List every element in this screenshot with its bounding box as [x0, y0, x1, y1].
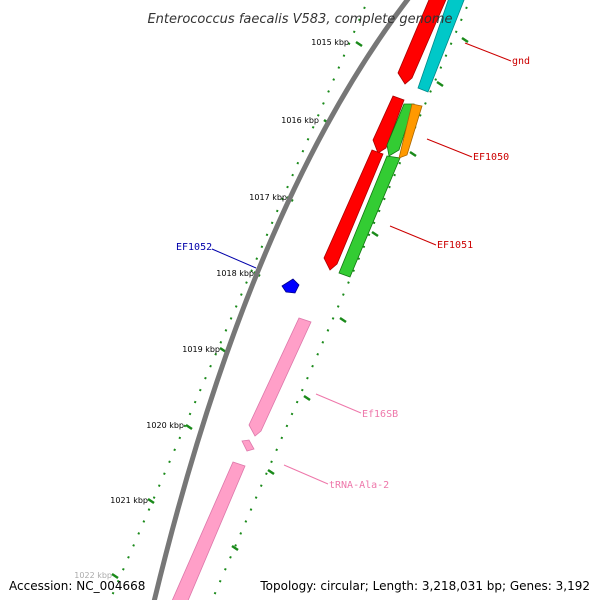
- genome-backbone: [151, 0, 411, 600]
- gene-label-ef16sb[interactable]: Ef16SB: [362, 409, 398, 420]
- gene-label-gnd[interactable]: gnd: [512, 56, 530, 67]
- kbp-label: 1017 kbp: [249, 193, 287, 202]
- kbp-label: 1016 kbp: [281, 116, 319, 125]
- kbp-label: 1015 kbp: [311, 38, 349, 47]
- accession-text: Accession: NC_004668: [9, 579, 146, 593]
- gene-ef1050-arrow[interactable]: [372, 95, 405, 154]
- inner-tick-ring: [109, 0, 369, 600]
- kbp-label: 1019 kbp: [182, 345, 220, 354]
- leader-ef1050: [426, 138, 473, 158]
- kbp-label: 1020 kbp: [146, 421, 184, 430]
- inner-major-ticks: [111, 40, 363, 580]
- gene-orange-arrow[interactable]: [398, 103, 423, 159]
- gene-label-ef1052[interactable]: EF1052: [176, 242, 212, 253]
- leader-ef1051: [389, 225, 437, 246]
- gene-gnd-arrow[interactable]: [397, 0, 448, 85]
- gene-trna-arrow[interactable]: [241, 439, 255, 452]
- map-title: Enterococcus faecalis V583, complete gen…: [147, 12, 452, 27]
- gene-ef16sb-arrow[interactable]: [248, 317, 312, 437]
- gene-label-ef1051[interactable]: EF1051: [437, 240, 473, 251]
- kbp-label: 1018 kbp: [216, 269, 254, 278]
- outer-major-ticks: [231, 36, 469, 552]
- gene-ef1052-marker[interactable]: [281, 278, 300, 294]
- leader-ef1052: [211, 248, 257, 269]
- gene-label-ef1050[interactable]: EF1050: [473, 152, 509, 163]
- gene-green-long-arrow[interactable]: [338, 155, 401, 278]
- gene-ef1051-arrow[interactable]: [323, 149, 384, 271]
- leader-trna: [283, 464, 329, 485]
- kbp-label: 1022 kbp: [74, 571, 112, 580]
- topology-text: Topology: circular; Length: 3,218,031 bp…: [260, 579, 590, 593]
- gene-label-trna[interactable]: tRNA-Ala-2: [329, 480, 389, 491]
- outer-tick-ring: [211, 0, 471, 600]
- kbp-label: 1021 kbp: [110, 496, 148, 505]
- leader-gnd: [464, 42, 512, 62]
- gene-rrna-lower-arrow[interactable]: [168, 461, 246, 600]
- gene-cyan-arrow[interactable]: [417, 0, 466, 93]
- leader-ef16sb: [315, 393, 362, 414]
